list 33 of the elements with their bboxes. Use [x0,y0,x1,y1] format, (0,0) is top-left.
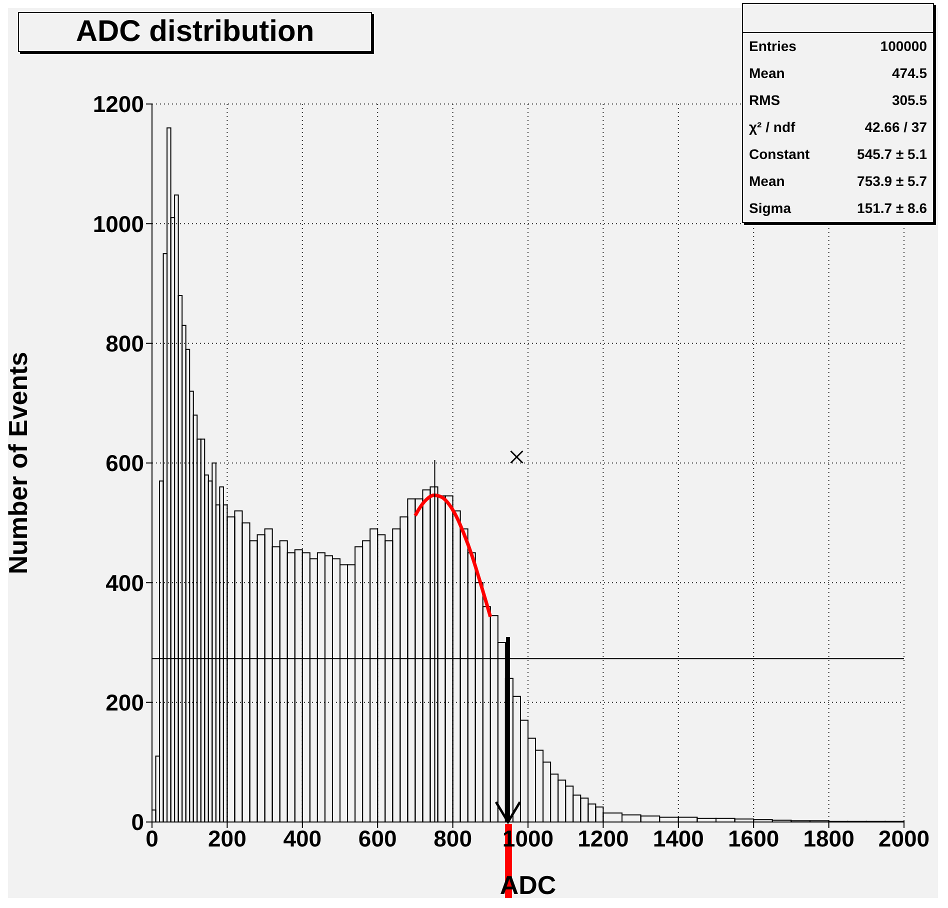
y-tick-label: 1000 [92,210,144,237]
text: Entries [749,38,796,54]
annotation: χ² / ndf [749,118,796,137]
y-tick-label: 800 [106,330,144,356]
x-tick-label: 400 [283,825,322,852]
annotation: 545.7 ± 5.1 [857,145,927,164]
x-tick-label: 800 [434,825,472,852]
annotation: Sigma [749,199,792,218]
annotation: 305.5 [892,91,927,110]
annotation: 151.7 ± 8.6 [857,199,927,218]
x-tick-label: 1800 [803,825,854,852]
y-tick-label: 400 [106,570,144,596]
x-tick-label: 1400 [652,825,704,852]
y-axis-title: Number of Events [3,352,34,574]
x-tick-label: 2000 [878,825,930,852]
text: 100000 [880,38,927,54]
annotation: RMS [749,91,780,110]
annotation: Constant [749,145,810,164]
x-tick-label: 600 [358,825,397,852]
annotation: 42.66 / 37 [864,118,927,137]
text: 474.5 [892,65,927,81]
chart-title: ADC distribution [18,12,372,52]
x-tick-label: 1600 [728,825,780,852]
y-tick-label: 0 [131,809,144,836]
x-tick-label: 1200 [578,825,629,852]
text: Mean [749,65,785,81]
line-series [413,494,492,619]
y-tick-label: 200 [106,690,144,716]
annotation: 753.9 ± 5.7 [857,172,927,191]
annotation: Mean [749,172,785,191]
y-tick-label: 600 [106,450,144,476]
x-tick-label: 200 [208,825,246,852]
y-tick-label: 1200 [92,91,144,118]
